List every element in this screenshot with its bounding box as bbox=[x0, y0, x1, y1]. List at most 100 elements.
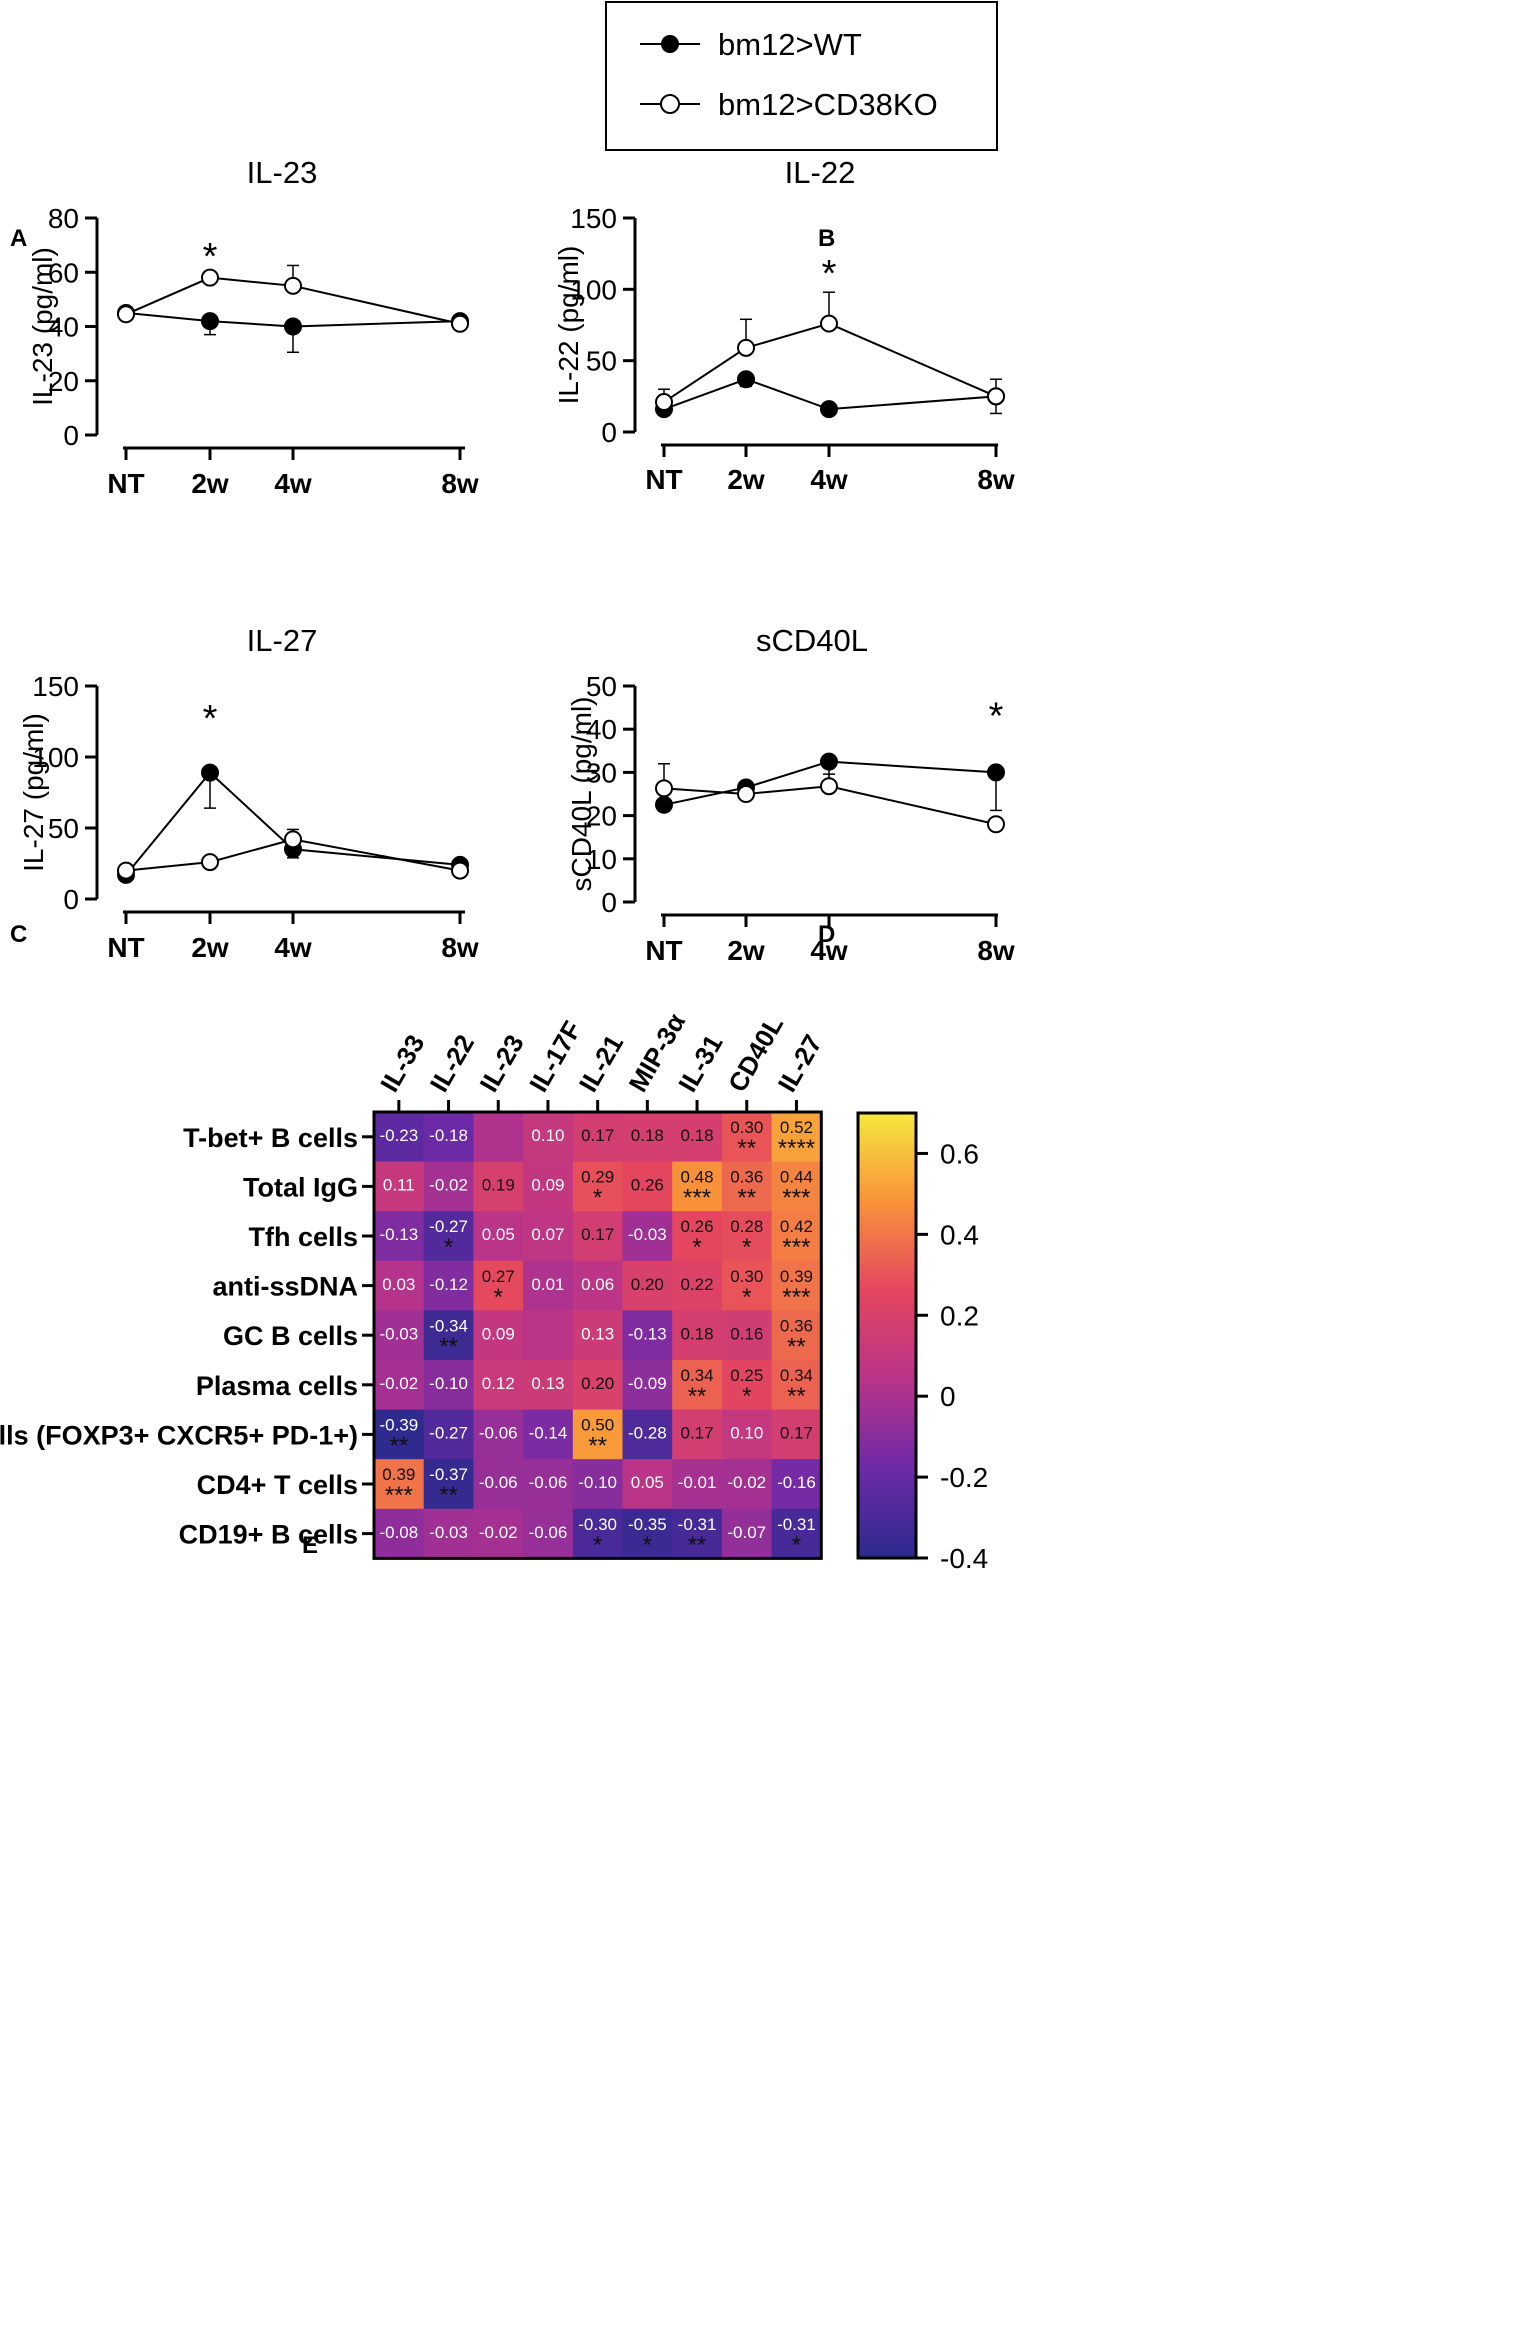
heatmap-cell bbox=[672, 1260, 723, 1311]
heatmap-cell bbox=[523, 1161, 574, 1212]
heatmap-row-label: CD4+ T cells bbox=[197, 1470, 358, 1500]
chart-title-a: IL-23 bbox=[247, 155, 318, 190]
heatmap-cell-value: 0.06 bbox=[581, 1275, 614, 1294]
heatmap-cell bbox=[672, 1112, 723, 1163]
colorbar-tick-label: -0.4 bbox=[940, 1543, 988, 1574]
heatmap-cell bbox=[374, 1360, 425, 1411]
heatmap-cell bbox=[473, 1161, 524, 1212]
heatmap-cell-value: 0.18 bbox=[681, 1126, 714, 1145]
legend-label-wt: bm12>WT bbox=[718, 27, 862, 62]
y-tick-label-c: 150 bbox=[32, 671, 79, 702]
series-line-ko-c bbox=[125, 838, 461, 872]
heatmap-cell bbox=[374, 1310, 425, 1361]
y-tick-label-d: 0 bbox=[601, 887, 617, 918]
heatmap-cell-value: -0.03 bbox=[379, 1324, 418, 1343]
heatmap-cell bbox=[523, 1459, 574, 1510]
significance-star-b: * bbox=[822, 253, 837, 295]
colorbar-tick-label: 0.2 bbox=[940, 1300, 979, 1331]
heatmap-cell-value: 0.28 bbox=[730, 1217, 763, 1236]
data-point-ko-c bbox=[284, 830, 302, 849]
heatmap-cell bbox=[523, 1211, 574, 1262]
y-axis-label-c: IL-27 (pg/ml) bbox=[18, 713, 49, 872]
heatmap-cell bbox=[374, 1409, 425, 1460]
heatmap-cell-value: 0.11 bbox=[383, 1176, 415, 1195]
heatmap-cell bbox=[423, 1112, 474, 1163]
heatmap-cell bbox=[771, 1459, 822, 1510]
data-point-ko-d bbox=[737, 785, 755, 803]
heatmap-cell-value: -0.02 bbox=[479, 1523, 518, 1542]
heatmap-row-label: CD19+ B cells bbox=[179, 1520, 358, 1550]
heatmap-cell-significance: ** bbox=[390, 1433, 409, 1460]
data-point-ko-a bbox=[201, 268, 219, 287]
heatmap-cell-value: 0.03 bbox=[382, 1275, 415, 1294]
heatmap-cell bbox=[473, 1211, 524, 1262]
data-point-ko-a bbox=[451, 314, 469, 333]
heatmap-cell bbox=[622, 1211, 673, 1262]
data-point-ko-b bbox=[820, 314, 838, 333]
colorbar-tick-label: 0 bbox=[940, 1381, 956, 1412]
heatmap-cell-value: -0.39 bbox=[379, 1416, 418, 1435]
heatmap-cell-value: -0.31 bbox=[678, 1515, 717, 1534]
heatmap-cell-value: 0.09 bbox=[482, 1324, 515, 1343]
heatmap-cell-value: -0.06 bbox=[479, 1424, 518, 1443]
panel-a-il23-chart: IL-23 0 20 40 60 80 IL-23 (pg/ml) NT 2w 4w 8w * bbox=[27, 155, 479, 499]
colorbar-tick-label: 0.4 bbox=[940, 1219, 979, 1250]
panel-c-il27-chart: IL-27 0 50 100 150 IL-27 (pg/ml) NT 2w 4w 8w * bbox=[18, 623, 479, 963]
heatmap-cell bbox=[572, 1112, 623, 1163]
heatmap-cell-value: -0.23 bbox=[379, 1126, 418, 1145]
y-tick-label-d: 40 bbox=[586, 714, 617, 745]
heatmap-cell bbox=[374, 1112, 425, 1163]
heatmap-cell-significance: ** bbox=[688, 1383, 707, 1410]
heatmap-cell bbox=[721, 1310, 773, 1361]
heatmap-cell bbox=[572, 1211, 623, 1262]
heatmap-cell-value: 0.39 bbox=[382, 1465, 415, 1484]
heatmap-cell-significance: * bbox=[692, 1234, 701, 1261]
heatmap-cell bbox=[572, 1508, 623, 1559]
y-tick-label-b: 150 bbox=[570, 203, 617, 234]
heatmap-column-label: IL-23 bbox=[473, 1029, 529, 1097]
x-tick-label-c: 4w bbox=[274, 932, 312, 963]
heatmap-cell bbox=[423, 1310, 474, 1361]
heatmap-cell bbox=[721, 1161, 773, 1212]
heatmap-cell-value: 0.42 bbox=[780, 1217, 813, 1236]
heatmap-cell-value: 0.05 bbox=[631, 1473, 664, 1492]
data-point-wt-c bbox=[201, 763, 219, 782]
heatmap-cell-value: -0.07 bbox=[727, 1523, 766, 1542]
heatmap-cell-value: 0.25 bbox=[730, 1366, 763, 1385]
heatmap-cell bbox=[622, 1310, 673, 1361]
heatmap-cell bbox=[572, 1161, 623, 1212]
data-point-ko-a bbox=[284, 276, 302, 295]
heatmap-cell-significance: ** bbox=[588, 1433, 607, 1460]
heatmap-cell-value: -0.28 bbox=[628, 1424, 667, 1443]
data-point-ko-d bbox=[987, 815, 1005, 834]
x-tick-label-a: 8w bbox=[441, 468, 479, 499]
y-tick-label-c: 100 bbox=[32, 742, 79, 773]
heatmap-cell bbox=[423, 1360, 474, 1411]
heatmap-cell-value: -0.08 bbox=[379, 1523, 418, 1542]
colorbar-tick-label: 0.6 bbox=[940, 1138, 979, 1169]
heatmap-cell-value: 0.17 bbox=[581, 1126, 614, 1145]
heatmap-cell-value: 0.50 bbox=[581, 1416, 614, 1435]
heatmap-cell bbox=[374, 1260, 425, 1311]
heatmap-cell-value: -0.03 bbox=[429, 1523, 468, 1542]
heatmap-cell-value: 0.34 bbox=[681, 1366, 714, 1385]
heatmap-cell-significance: ** bbox=[787, 1333, 806, 1360]
data-point-ko-c bbox=[201, 853, 219, 872]
y-tick-label-b: 50 bbox=[586, 346, 617, 377]
series-line-ko-a bbox=[125, 276, 461, 325]
x-tick-label-c: 8w bbox=[441, 932, 479, 963]
heatmap-cell-significance: * bbox=[494, 1284, 503, 1311]
y-axis-label-b: IL-22 (pg/ml) bbox=[553, 246, 584, 405]
data-point-ko-d bbox=[655, 779, 673, 798]
y-tick-label-a: 0 bbox=[63, 420, 79, 451]
heatmap-cell-significance: ** bbox=[787, 1383, 806, 1410]
heatmap-cell bbox=[423, 1409, 474, 1460]
heatmap-cell-value: -0.01 bbox=[678, 1473, 717, 1492]
heatmap-cell-value: -0.14 bbox=[529, 1424, 568, 1443]
x-tick-label-b: 2w bbox=[727, 464, 765, 495]
colorbar-tick-label: -0.2 bbox=[940, 1462, 988, 1493]
significance-star-d: * bbox=[989, 695, 1004, 737]
data-point-ko-c bbox=[451, 861, 469, 880]
y-tick-label-c: 0 bbox=[63, 884, 79, 915]
